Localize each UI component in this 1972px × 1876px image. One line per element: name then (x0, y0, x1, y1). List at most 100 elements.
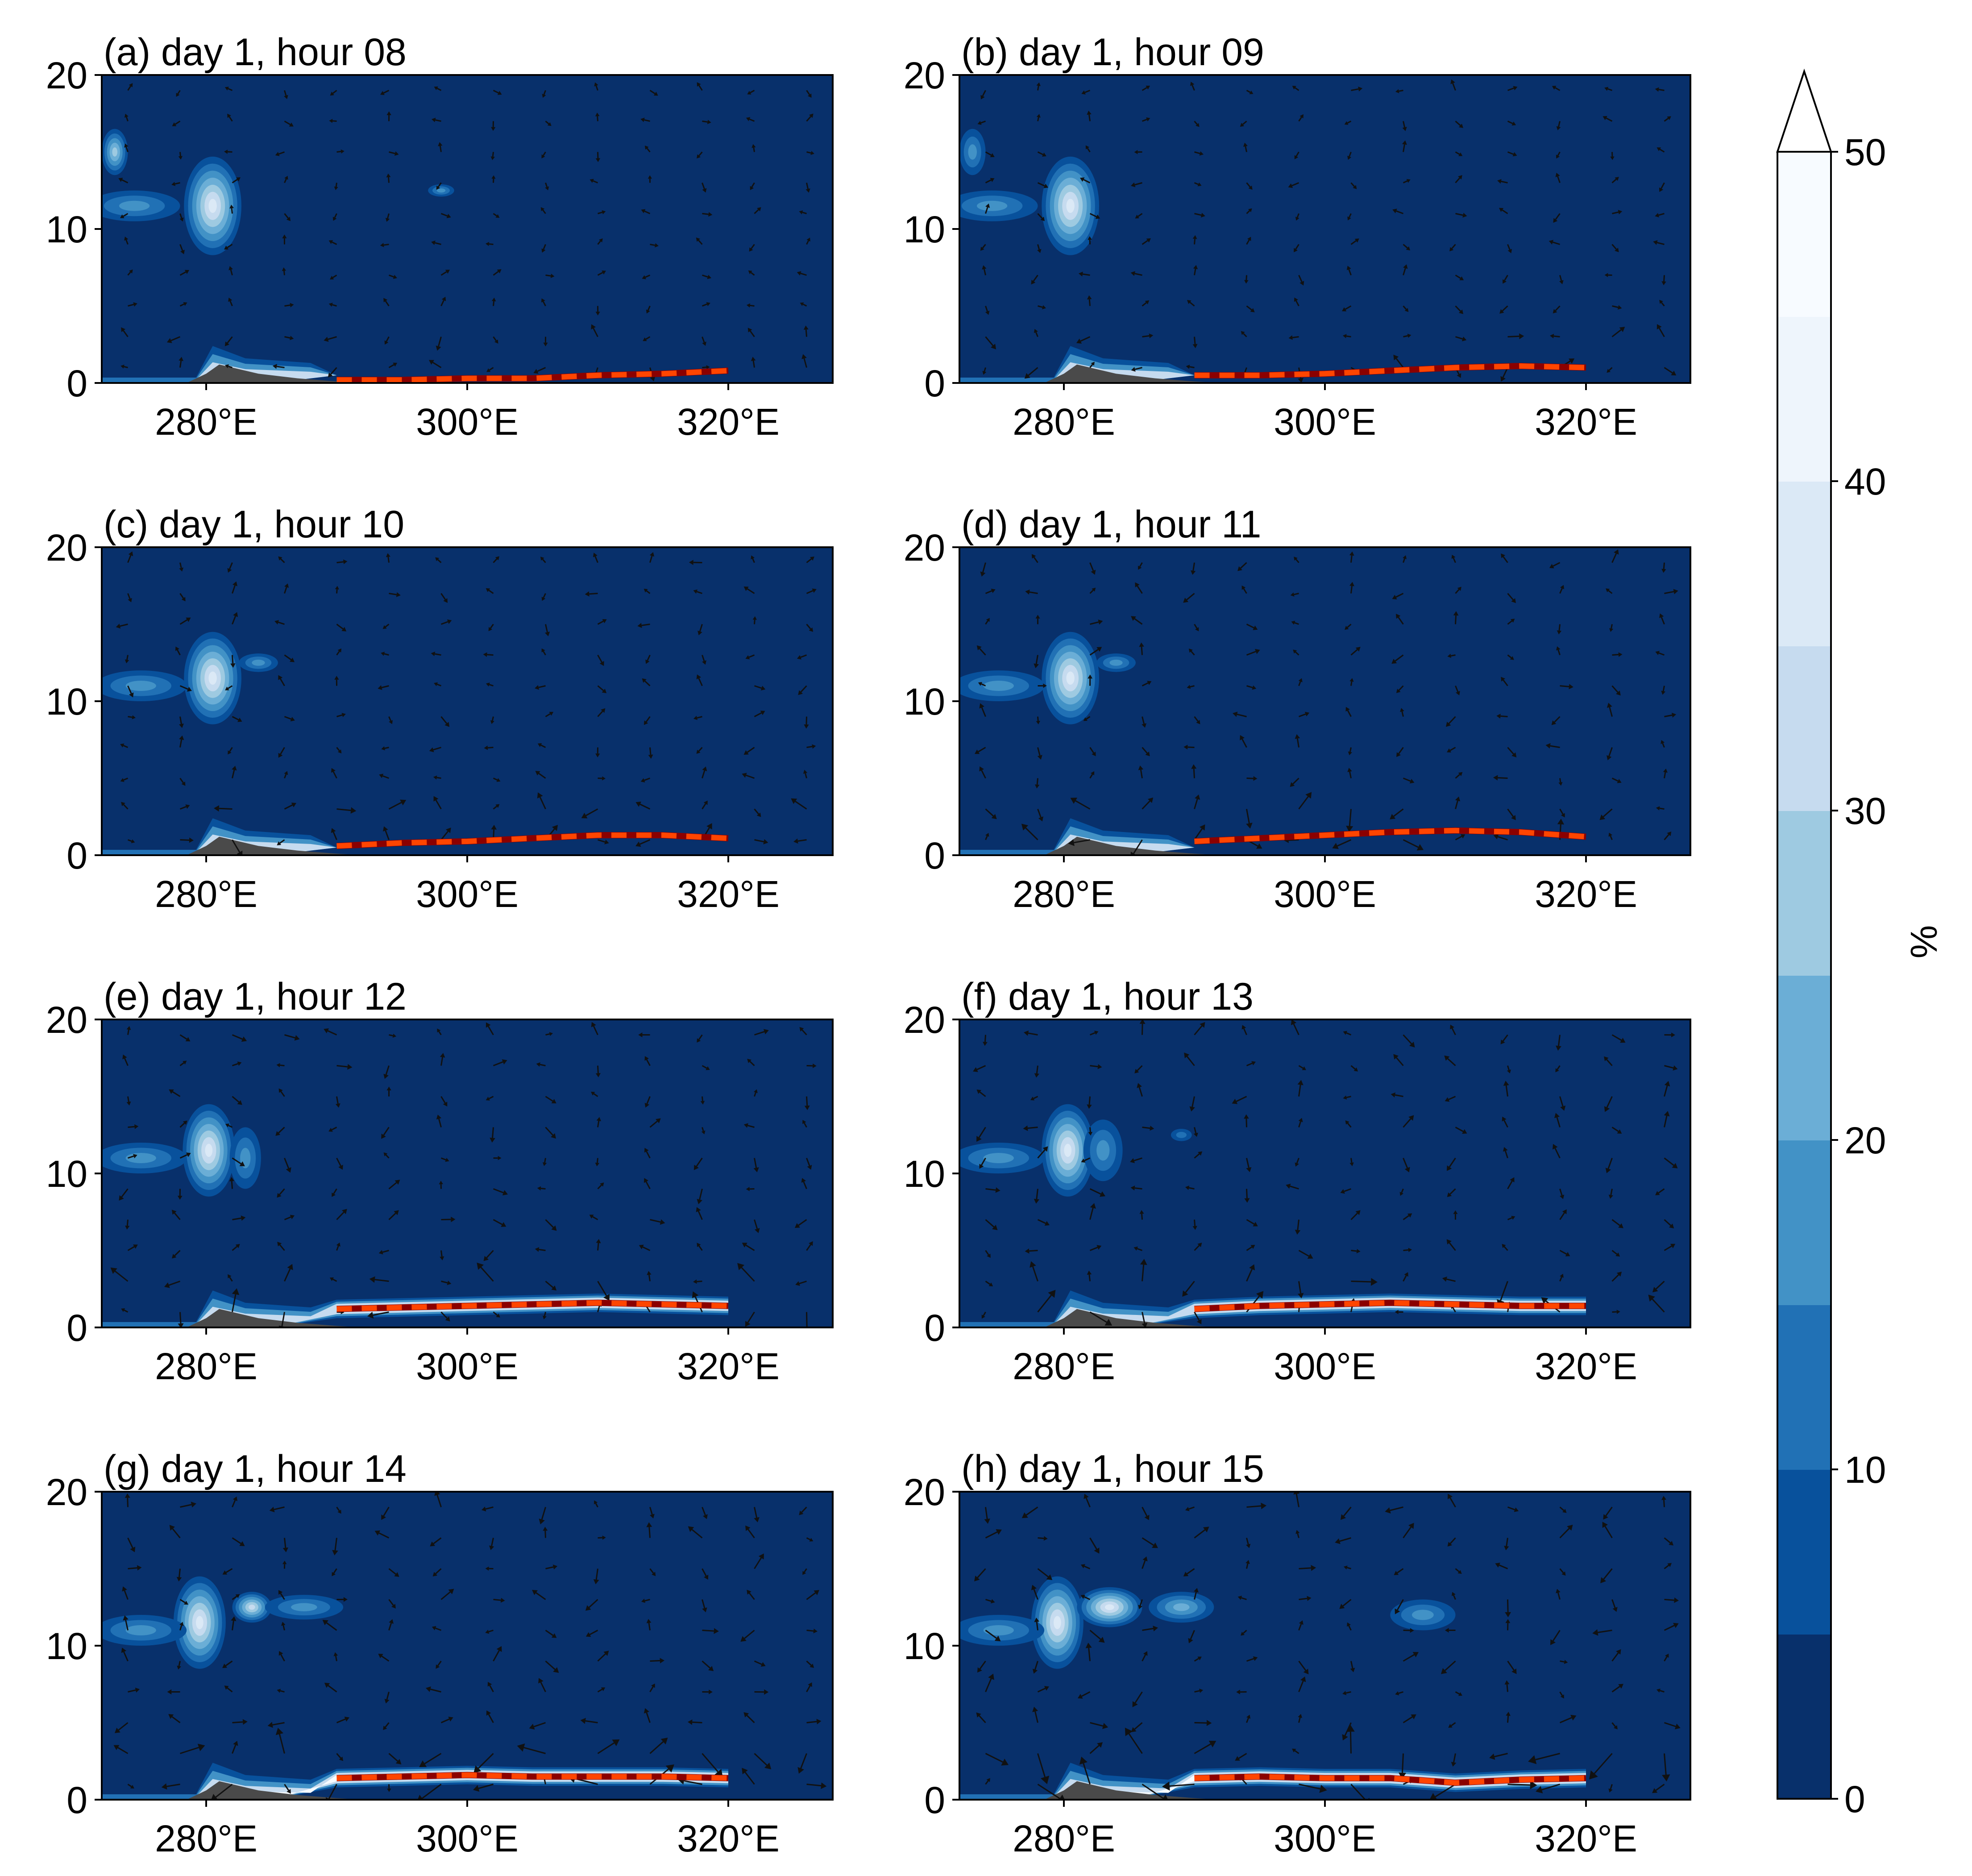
wind-arrowhead (378, 1654, 383, 1659)
wind-arrow (382, 1250, 389, 1253)
wind-arrow (1133, 839, 1143, 854)
wind-arrow (593, 328, 598, 337)
wind-arrowhead (1130, 1185, 1135, 1191)
wind-arrowhead (688, 1526, 694, 1532)
wind-arrowhead (538, 1678, 544, 1684)
wind-arrow (1455, 336, 1463, 340)
wind-arrowhead (334, 676, 339, 680)
wind-arrowhead (276, 1063, 280, 1068)
wind-arrow (493, 1311, 498, 1316)
wind-arrowhead (181, 597, 186, 602)
wind-arrow (1449, 1188, 1456, 1195)
wind-arrow (545, 1630, 554, 1636)
wind-arrow (1245, 275, 1247, 280)
wind-arrowhead (329, 275, 334, 280)
wind-arrow (114, 1270, 129, 1282)
wind-arrow (645, 716, 651, 723)
wind-arrowhead (137, 1565, 142, 1571)
wind-arrowhead (1294, 557, 1298, 561)
wind-arrow (279, 678, 285, 686)
wind-arrow (1659, 149, 1665, 153)
wind-arrow (1299, 1597, 1308, 1600)
wind-arrowhead (1292, 1748, 1296, 1753)
wind-arrow (1455, 774, 1461, 779)
wind-arrow (1246, 1505, 1261, 1508)
wind-arrowhead (1094, 1031, 1099, 1035)
wind-arrowhead (282, 1547, 289, 1552)
wind-arrowhead (1096, 647, 1102, 652)
wind-arrow (1455, 121, 1461, 126)
wind-arrow (647, 305, 651, 311)
wind-arrowhead (290, 303, 294, 308)
wind-arrow (1611, 685, 1619, 693)
wind-arrow (1337, 839, 1352, 847)
wind-arrowhead (496, 1646, 502, 1652)
wind-arrowhead (1196, 123, 1200, 127)
wind-arrowhead (1648, 1294, 1655, 1302)
cloud-contour (196, 1616, 203, 1630)
wind-arrowhead (1081, 90, 1086, 95)
wind-arrow (1455, 1127, 1464, 1132)
wind-arrowhead (340, 149, 345, 154)
wind-arrow (545, 1096, 553, 1102)
wind-arrow (1350, 555, 1353, 563)
wind-arrowhead (1290, 592, 1295, 597)
wind-arrow (493, 336, 497, 341)
wind-arrow (1608, 590, 1613, 594)
wind-arrow (232, 770, 235, 778)
wind-arrow (1611, 1599, 1616, 1608)
wind-arrowhead (123, 1615, 129, 1621)
wind-arrowhead (1556, 126, 1561, 130)
wind-arrowhead (1358, 87, 1363, 92)
wind-arrow (1444, 1660, 1456, 1671)
wind-arrowhead (1528, 1755, 1537, 1764)
wind-arrow (1658, 652, 1665, 656)
wind-arrowhead (1235, 1756, 1240, 1761)
wind-arrowhead (551, 1633, 557, 1638)
wind-arrow (702, 336, 705, 343)
wind-arrowhead (1396, 688, 1401, 693)
wind-arrowhead (169, 1525, 175, 1531)
wind-arrow (1598, 1630, 1612, 1633)
wind-arrowhead (1297, 1080, 1304, 1086)
wind-arrow (179, 739, 183, 748)
wind-arrowhead (1133, 1246, 1138, 1251)
wind-arrow (1246, 1538, 1249, 1545)
wind-arrowhead (1031, 1585, 1037, 1590)
wind-arrowhead (191, 1502, 196, 1508)
wind-arrowhead (1501, 553, 1506, 558)
wind-arrow (1236, 1096, 1247, 1102)
wind-arrowhead (1240, 123, 1245, 127)
wind-arrow (543, 244, 546, 250)
wind-arrow (127, 1096, 129, 1102)
wind-arrowhead (1507, 249, 1512, 254)
wind-arrowhead (1349, 582, 1354, 587)
wind-arrow (1558, 121, 1561, 127)
wind-arrowhead (501, 1222, 506, 1227)
wind-arrow (124, 1058, 129, 1066)
wind-arrow (545, 1127, 553, 1136)
terrain (187, 364, 363, 383)
wind-arrow (1449, 1242, 1456, 1251)
wind-arrowhead (350, 807, 357, 814)
wind-arrow (281, 1312, 285, 1327)
wind-arrow (1243, 333, 1247, 337)
wind-arrowhead (1250, 1245, 1255, 1249)
wind-arrow (1349, 809, 1352, 826)
wind-arrowhead (486, 682, 490, 687)
wind-arrowhead (1618, 652, 1623, 657)
wind-arrow (232, 1063, 238, 1066)
wind-arrowhead (396, 592, 401, 597)
wind-arrowhead (740, 1636, 747, 1642)
colorbar-segment (1777, 1140, 1831, 1305)
wind-arrow (1346, 1096, 1351, 1098)
wind-arrowhead (1037, 249, 1042, 253)
wind-arrowhead (133, 1154, 137, 1159)
wind-arrowhead (386, 173, 391, 178)
wind-arrow (1661, 617, 1665, 625)
wind-arrowhead (803, 1331, 811, 1338)
wind-arrow (493, 1599, 501, 1601)
wind-arrow (595, 85, 598, 91)
wind-arrowhead (1395, 1608, 1400, 1614)
wind-arrow (806, 116, 812, 122)
